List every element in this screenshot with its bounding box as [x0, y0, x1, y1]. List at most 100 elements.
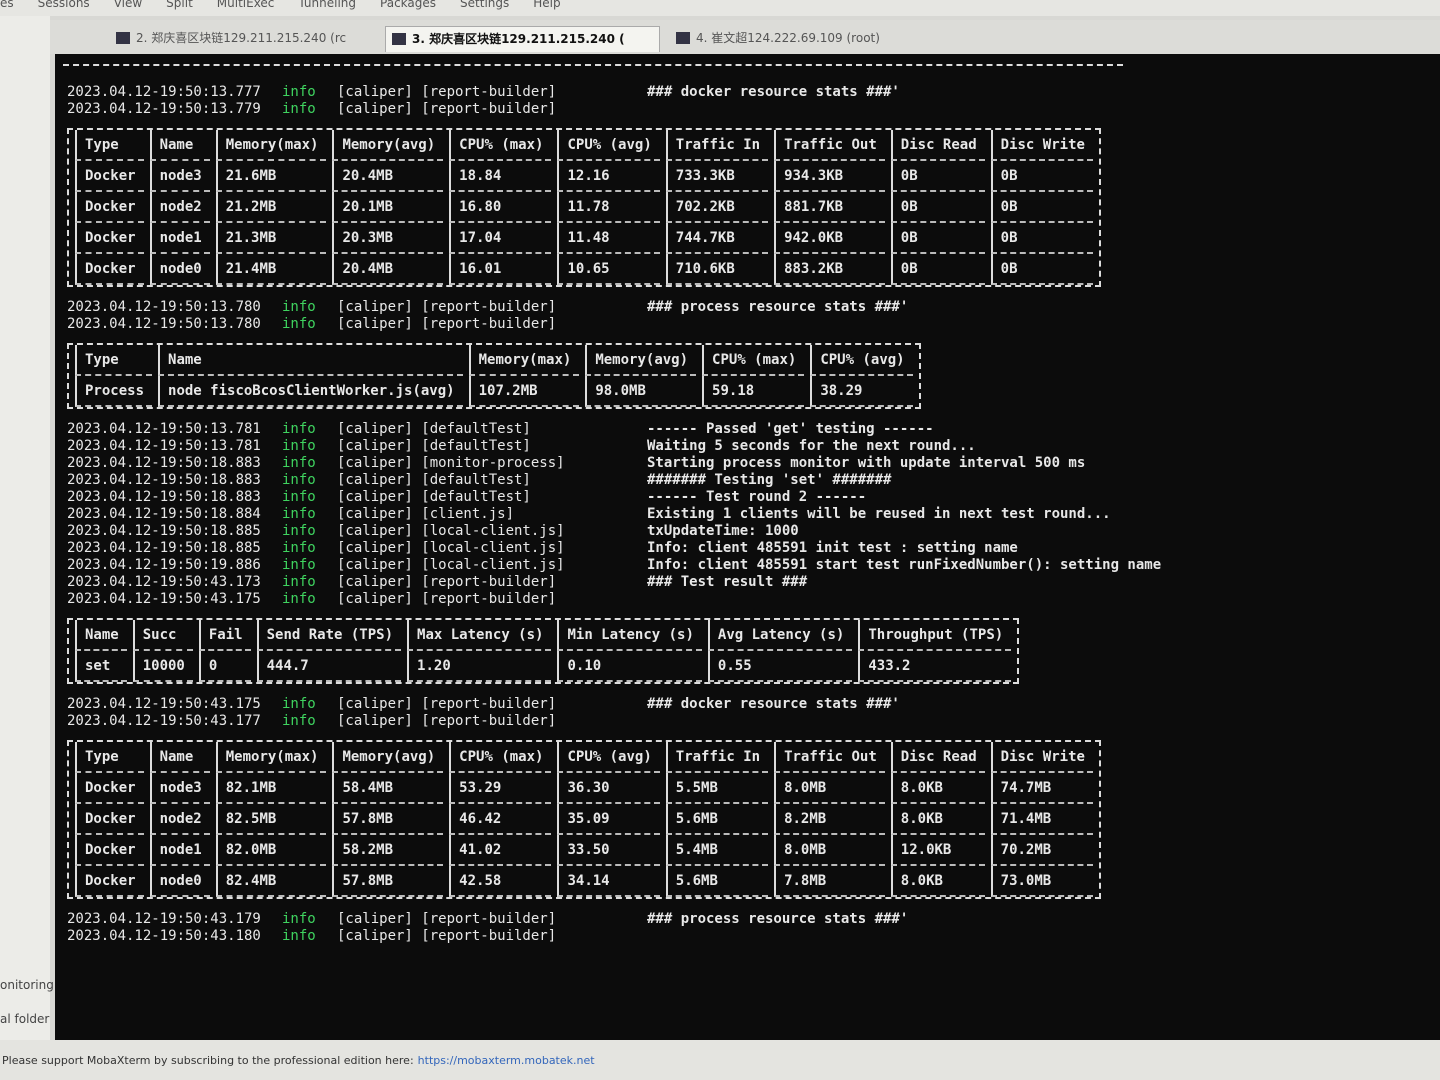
log-tags: [caliper] [defaultTest] [337, 472, 531, 488]
timestamp: 2023.04.12-19:50:18.885 [67, 540, 261, 556]
timestamp: 2023.04.12-19:50:43.177 [67, 713, 261, 729]
log-tags: [caliper] [report-builder] [337, 713, 557, 729]
menu-item[interactable]: Help [533, 0, 561, 10]
table-cell: Docker [75, 223, 144, 254]
log-message: ------ Passed 'get' testing ------ [647, 421, 934, 437]
log-line: 2023.04.12-19:50:13.780 info [caliper] [re… [67, 316, 1432, 333]
header-cell: Succ [132, 620, 193, 651]
menu-item[interactable]: es [0, 0, 14, 10]
menu-item[interactable]: Packages [380, 0, 437, 10]
table-cell: Docker [75, 773, 144, 804]
table-cell: 10000 [132, 651, 193, 682]
sidebar-item[interactable]: al folder [0, 1012, 50, 1026]
menu-item[interactable]: Sessions [37, 0, 90, 10]
table-cell: node2 [149, 804, 210, 835]
table-cell: Docker [75, 835, 144, 866]
table-cell: 21.2MB [215, 192, 327, 223]
table-cell: Docker [75, 161, 144, 192]
table-cell: node3 [149, 773, 210, 804]
timestamp: 2023.04.12-19:50:13.777 [67, 84, 261, 100]
table-cell: 21.6MB [215, 161, 327, 192]
header-cell: Max Latency (s) [407, 620, 552, 651]
table-cell: 58.2MB [332, 835, 444, 866]
table-cell: 42.58 [449, 866, 552, 897]
table-cell: 21.3MB [215, 223, 327, 254]
table-cell: 59.18 [702, 376, 805, 407]
menu-item[interactable]: Settings [460, 0, 510, 10]
log-tags: [caliper] [report-builder] [337, 299, 557, 315]
stats-table: Type Name Memory(max) Memory(avg) CPU% (max)… [67, 128, 1101, 287]
table-cell: 35.09 [557, 804, 660, 835]
log-message: ####### Testing 'set' ####### [647, 472, 892, 488]
table-cell: 710.6KB [665, 254, 769, 285]
table-cell: 0B [990, 161, 1093, 192]
header-cell: Avg Latency (s) [707, 620, 853, 651]
table-header: Name Succ Fail Send Rate (TPS) Max Latency (… [75, 620, 1012, 651]
table-cell: 8.0KB [890, 804, 985, 835]
table-cell: 11.48 [557, 223, 660, 254]
log-line: 2023.04.12-19:50:13.779 info [caliper] [re… [67, 101, 1432, 118]
table-cell: 0B [990, 192, 1093, 223]
log-line: 2023.04.12-19:50:43.179 info [caliper] [re… [67, 911, 1432, 928]
table-cell: 0 [198, 651, 251, 682]
timestamp: 2023.04.12-19:50:43.175 [67, 696, 261, 712]
log-level: info [282, 316, 316, 332]
log-tags: [caliper] [defaultTest] [337, 421, 531, 437]
table-cell: 17.04 [449, 223, 552, 254]
table-cell: 70.2MB [990, 835, 1093, 866]
log-line: 2023.04.12-19:50:43.175 info [caliper] [re… [67, 696, 1432, 713]
log-message: ### process resource stats ###' [647, 299, 909, 315]
menu-item[interactable]: Split [166, 0, 193, 10]
header-cell: Traffic In [665, 742, 769, 773]
table-row: Docker node1 21.3MB 20.3MB 17.04 11.48 744.7KB… [75, 223, 1093, 254]
header-cell: Type [75, 130, 144, 161]
log-level: info [282, 489, 316, 505]
table-cell: 5.6MB [665, 866, 769, 897]
table-cell: 73.0MB [990, 866, 1093, 897]
table-cell: node1 [149, 223, 210, 254]
header-cell: Disc Read [890, 130, 985, 161]
log-level: info [282, 574, 316, 590]
table-cell: 5.4MB [665, 835, 769, 866]
menu-item[interactable]: MultiExec [216, 0, 275, 10]
session-tab[interactable]: 4. 崔文超124.222.69.109 (root) [670, 26, 940, 52]
table-cell: 934.3KB [774, 161, 885, 192]
timestamp: 2023.04.12-19:50:43.179 [67, 911, 261, 927]
timestamp: 2023.04.12-19:50:13.780 [67, 299, 261, 315]
menu-item[interactable]: View [113, 0, 143, 10]
tab-bar: 2. 郑庆喜区块链129.211.215.240 (rc 3. 郑庆喜区块链129… [50, 20, 1440, 54]
table-cell: 5.6MB [665, 804, 769, 835]
menu-bar: es Sessions View Split MultiExec Tunneling Pac… [0, 0, 1440, 16]
log-line: 2023.04.12-19:50:43.177 info [caliper] [re… [67, 713, 1432, 730]
header-cell: Send Rate (TPS) [256, 620, 402, 651]
log-tags: [caliper] [report-builder] [337, 316, 557, 332]
menu-item[interactable]: Tunneling [298, 0, 357, 10]
log-line: 2023.04.12-19:50:13.781 info [caliper] [de… [67, 438, 1432, 455]
header-cell: CPU% (avg) [810, 345, 913, 376]
table-row: Docker node2 82.5MB 57.8MB 46.42 35.09 5.6MB 8.… [75, 804, 1093, 835]
log-level: info [282, 540, 316, 556]
log-level: info [282, 455, 316, 471]
table-cell: 21.4MB [215, 254, 327, 285]
session-tab[interactable]: 2. 郑庆喜区块链129.211.215.240 (rc [110, 26, 360, 52]
table-cell: 0B [890, 254, 985, 285]
log-message: ### process resource stats ###' [647, 911, 909, 927]
table-cell: 18.84 [449, 161, 552, 192]
log-level: info [282, 713, 316, 729]
header-cell: Disc Read [890, 742, 985, 773]
session-tab[interactable]: 3. 郑庆喜区块链129.211.215.240 ( [385, 26, 660, 52]
log-message: ------ Test round 2 ------ [647, 489, 867, 505]
footer-link[interactable]: https://mobaxterm.mobatek.net [417, 1054, 595, 1067]
table-cell: 0.55 [707, 651, 853, 682]
table-cell: node0 [149, 866, 210, 897]
log-level: info [282, 421, 316, 437]
log-line: 2023.04.12-19:50:19.886 info [caliper] [lo… [67, 557, 1432, 574]
header-cell: Memory(avg) [332, 742, 444, 773]
table-cell: 20.1MB [332, 192, 444, 223]
log-line: 2023.04.12-19:50:13.780 info [caliper] [re… [67, 299, 1432, 316]
sidebar-item[interactable]: onitoring [0, 978, 54, 992]
log-message: Info: client 485591 init test : setting … [647, 540, 1018, 556]
log-tags: [caliper] [client.js] [337, 506, 515, 522]
table-header: Type Name Memory(max) Memory(avg) CPU% (max)… [75, 130, 1093, 161]
log-line: 2023.04.12-19:50:18.883 info [caliper] [de… [67, 489, 1432, 506]
